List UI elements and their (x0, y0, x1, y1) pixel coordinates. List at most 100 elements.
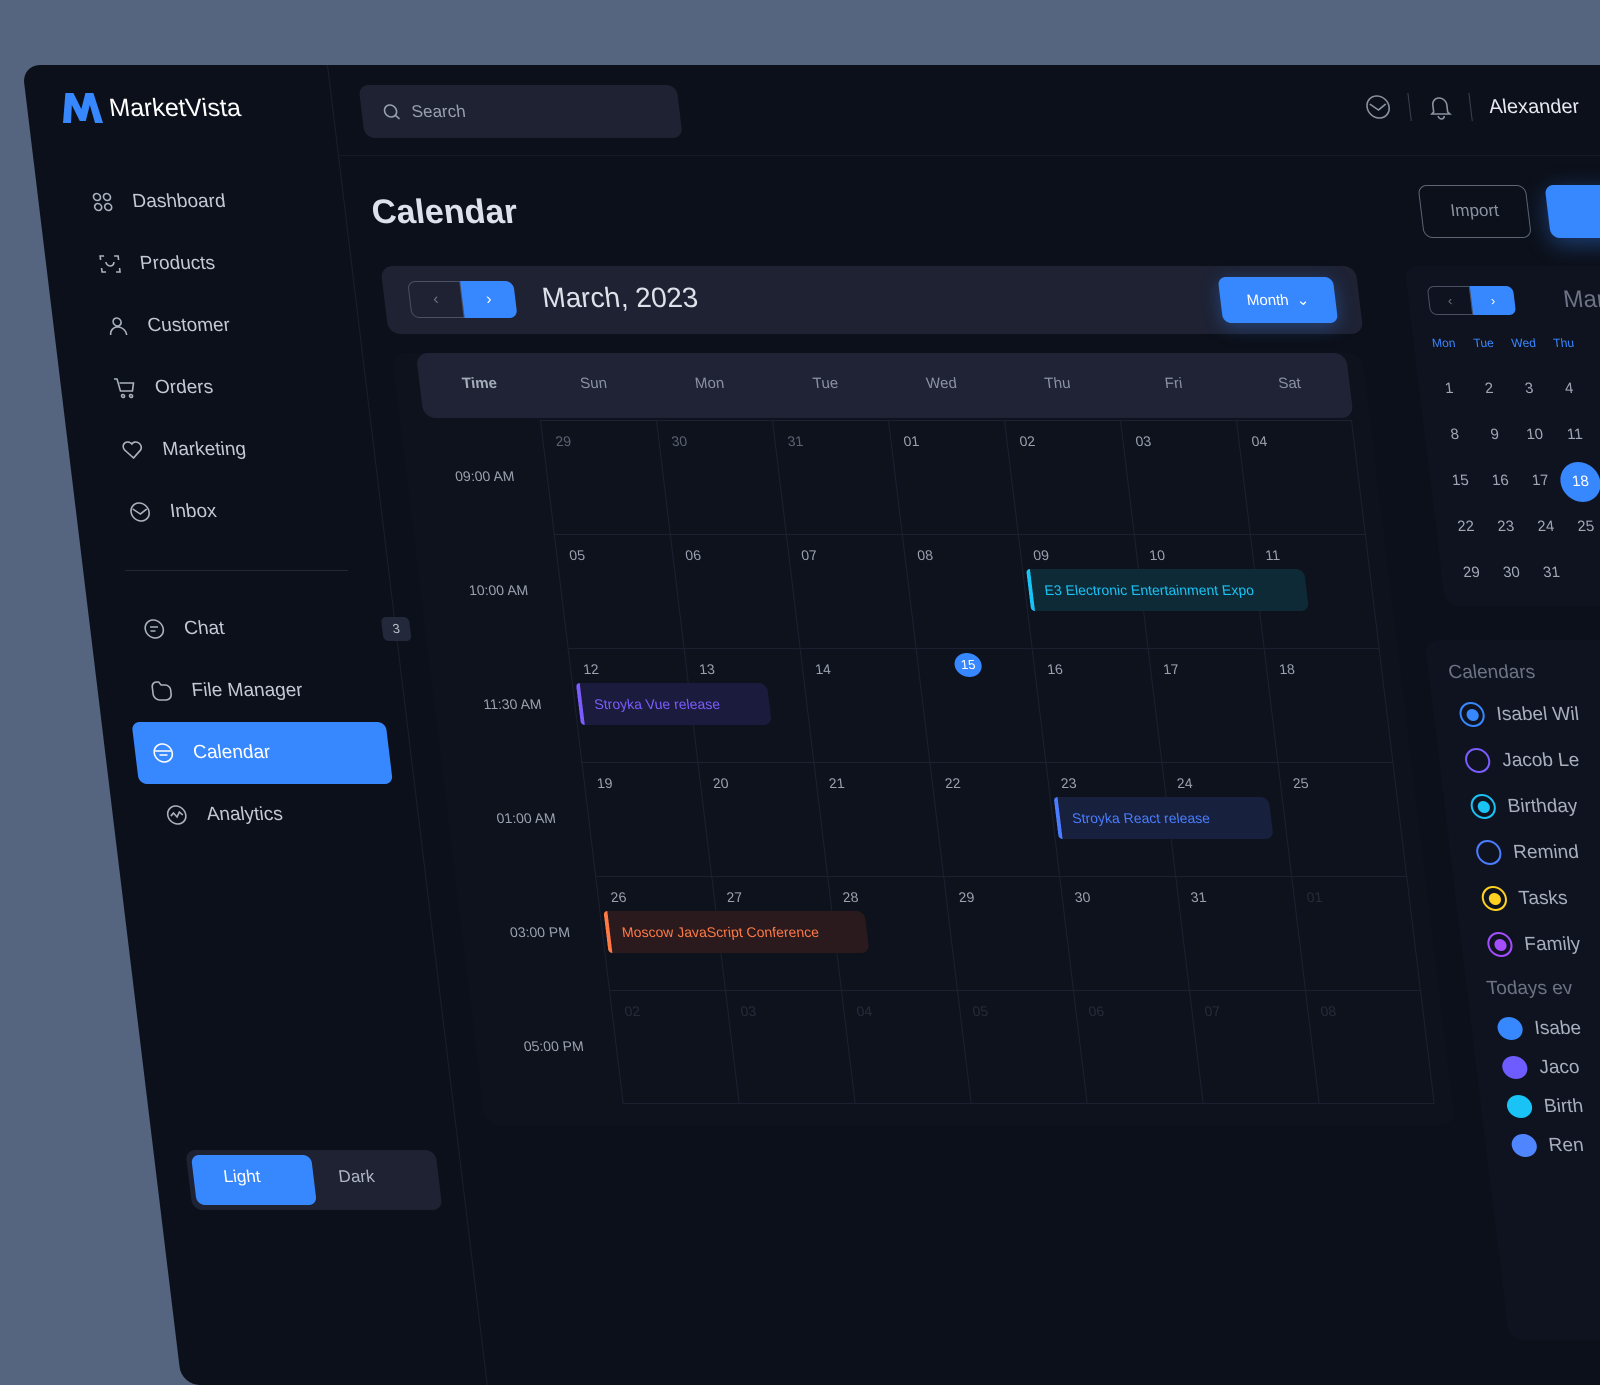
theme-toggle[interactable]: Light Dark (185, 1150, 443, 1210)
mini-day[interactable]: 9 (1489, 426, 1500, 443)
day-cell[interactable]: 04 (1235, 420, 1366, 534)
day-cell[interactable]: 29 (943, 876, 1073, 990)
import-button[interactable]: Import (1417, 185, 1532, 238)
day-cell[interactable]: 15 (915, 648, 1046, 762)
radio-checked-icon[interactable] (1458, 702, 1487, 727)
mini-day[interactable]: 23 (1496, 518, 1516, 535)
mini-day[interactable]: 1 (1443, 380, 1455, 397)
calendar-filter-item[interactable]: Jacob Le (1463, 748, 1581, 773)
day-cell[interactable]: 30 (1059, 876, 1189, 990)
day-cell[interactable]: 19 (581, 762, 712, 876)
mini-prev-button[interactable]: ‹ (1426, 286, 1474, 315)
sidebar-item-dashboard[interactable]: Dashboard (88, 182, 228, 222)
radio-checked-icon[interactable] (1469, 794, 1498, 819)
prev-month-button[interactable]: ‹ (407, 281, 465, 318)
mini-day[interactable]: 22 (1456, 518, 1476, 535)
mini-day[interactable]: 24 (1536, 518, 1556, 535)
day-cell[interactable]: 20 (697, 762, 828, 876)
radio-unchecked-icon[interactable] (1474, 840, 1503, 865)
mini-day[interactable]: 18 (1558, 462, 1600, 502)
day-cell[interactable]: 03 (1119, 420, 1250, 534)
calendar-filter-item[interactable]: Birthday (1469, 794, 1579, 819)
mini-day[interactable]: 2 (1483, 380, 1495, 397)
primary-action-button[interactable] (1544, 185, 1600, 238)
day-cell[interactable]: 08 (1304, 990, 1435, 1104)
day-cell[interactable]: 06 (669, 534, 800, 648)
todays-event-item[interactable]: Isabe (1496, 1017, 1582, 1040)
sidebar-item-analytics[interactable]: Analytics (162, 795, 285, 835)
calendar-filter-item[interactable]: Tasks (1480, 886, 1569, 911)
day-cell[interactable]: 30 (655, 420, 786, 534)
view-select[interactable]: Month ⌄ (1217, 277, 1339, 323)
day-cell[interactable]: 05 (956, 990, 1087, 1104)
todays-event-item[interactable]: Ren (1510, 1134, 1585, 1157)
sidebar-item-file-manager[interactable]: File Manager (147, 671, 305, 711)
day-cell[interactable]: 14 (799, 648, 930, 762)
mini-day[interactable]: 30 (1502, 564, 1521, 581)
mini-day[interactable]: 25 (1576, 518, 1596, 535)
calendar-event[interactable]: Stroyka Vue release (575, 683, 773, 725)
theme-light-button[interactable]: Light (190, 1155, 317, 1205)
day-cell[interactable]: 29 (539, 420, 670, 534)
day-cell[interactable]: 07 (1188, 990, 1319, 1104)
calendar-filter-item[interactable]: Isabel Wil (1458, 702, 1580, 727)
todays-event-item[interactable]: Jaco (1500, 1056, 1581, 1079)
mini-day[interactable]: 3 (1523, 380, 1535, 397)
mini-day[interactable]: 8 (1449, 426, 1460, 443)
day-cell[interactable]: 04 (840, 990, 971, 1104)
mail-icon[interactable] (1364, 94, 1393, 120)
day-cell[interactable]: 18 (1263, 648, 1394, 762)
sidebar-item-orders[interactable]: Orders (111, 368, 216, 408)
day-cell[interactable]: 25 (1277, 762, 1408, 876)
radio-checked-icon[interactable] (1485, 932, 1514, 957)
search-input[interactable]: Search (358, 85, 683, 138)
mini-day[interactable]: 4 (1563, 380, 1575, 397)
sidebar-item-chat[interactable]: Chat 3 (140, 609, 412, 649)
sidebar-item-calendar[interactable]: Calendar (131, 722, 394, 784)
day-cell[interactable]: 21 (813, 762, 944, 876)
sidebar-item-customer[interactable]: Customer (103, 306, 232, 346)
mini-day[interactable]: 15 (1450, 472, 1470, 489)
day-cell[interactable]: 31 (771, 420, 902, 534)
user-name[interactable]: Alexander (1487, 95, 1581, 118)
todays-event-item[interactable]: Birth (1505, 1095, 1585, 1118)
mini-day[interactable]: 16 (1490, 472, 1510, 489)
radio-unchecked-icon[interactable] (1463, 748, 1492, 773)
calendar-filter-item[interactable]: Family (1485, 932, 1582, 957)
logo[interactable]: MarketVista (57, 91, 243, 125)
day-cell[interactable]: 08 (901, 534, 1032, 648)
sidebar-item-products[interactable]: Products (96, 244, 218, 284)
day-cell[interactable]: 02 (608, 990, 739, 1104)
sidebar-item-inbox[interactable]: Inbox (126, 492, 219, 532)
mini-day[interactable]: 11 (1565, 426, 1584, 443)
day-cell[interactable]: 07 (785, 534, 916, 648)
day-cell[interactable]: 17 (1147, 648, 1278, 762)
sidebar-item-marketing[interactable]: Marketing (118, 430, 248, 470)
day-cell[interactable]: 22 (929, 762, 1060, 876)
calendar-event[interactable]: E3 Electronic Entertainment Expo (1025, 569, 1310, 611)
day-cell[interactable]: 01 (1291, 876, 1421, 990)
bell-icon[interactable] (1427, 94, 1454, 120)
day-number: 04 (1250, 433, 1269, 449)
next-month-button[interactable]: › (460, 281, 518, 318)
calendar-event[interactable]: Stroyka React release (1053, 797, 1274, 839)
mini-next-button[interactable]: › (1469, 286, 1517, 315)
mini-day[interactable]: 29 (1462, 564, 1481, 581)
day-cell[interactable]: 16 (1031, 648, 1162, 762)
calendar-event[interactable]: Moscow JavaScript Conference (603, 911, 870, 953)
day-cell[interactable]: 06 (1072, 990, 1203, 1104)
calendar-filter-item[interactable]: Remind (1474, 840, 1581, 865)
radio-checked-icon[interactable] (1480, 886, 1509, 911)
day-cell[interactable]: 31 (1175, 876, 1305, 990)
day-number: 30 (1073, 889, 1092, 905)
theme-dark-button[interactable]: Dark (337, 1167, 375, 1187)
todays-event-label: Isabe (1533, 1017, 1583, 1039)
day-cell[interactable]: 03 (724, 990, 855, 1104)
mini-day[interactable]: 10 (1525, 426, 1545, 443)
day-cell[interactable]: 02 (1003, 420, 1134, 534)
day-cell[interactable]: 01 (887, 420, 1018, 534)
mini-day[interactable]: 31 (1542, 564, 1561, 581)
day-cell[interactable]: 05 (553, 534, 684, 648)
app-name: MarketVista (107, 93, 243, 122)
mini-day[interactable]: 17 (1530, 472, 1550, 489)
